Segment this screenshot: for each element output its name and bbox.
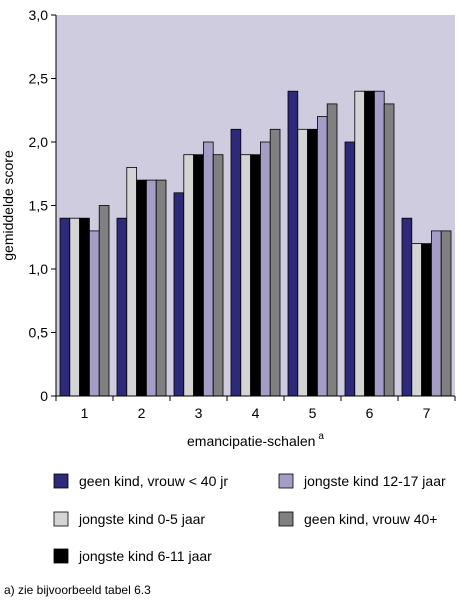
y-tick-label: 1,0: [29, 261, 49, 277]
bar-1-series-4: [89, 231, 99, 396]
bar-2-series-4: [146, 180, 156, 396]
bar-4-series-4: [260, 142, 270, 396]
y-tick-label: 0,5: [29, 325, 49, 341]
y-tick-label: 0: [40, 388, 48, 404]
bar-3-series-5: [213, 155, 223, 396]
x-axis-label-text: emancipatie-schalen: [187, 433, 315, 449]
bar-5-series-5: [327, 104, 337, 396]
bar-6-series-3: [365, 91, 375, 396]
bar-1-series-5: [99, 206, 109, 397]
legend-label: geen kind, vrouw < 40 jr: [79, 473, 228, 489]
x-axis-label-superscript: a: [318, 431, 324, 442]
legend-label: geen kind, vrouw 40+: [304, 511, 437, 527]
bar-4-series-5: [270, 129, 280, 396]
footnote: a) zie bijvoorbeeld tabel 6.3: [4, 583, 151, 597]
bar-6-series-4: [374, 91, 384, 396]
x-tick-label: 7: [423, 405, 431, 421]
bar-1-series-3: [80, 218, 90, 396]
x-tick-label: 2: [138, 405, 146, 421]
legend-swatch: [54, 512, 68, 526]
bar-2-series-1: [117, 218, 127, 396]
legend-swatch: [54, 474, 68, 488]
x-tick-label: 3: [195, 405, 203, 421]
bar-1-series-1: [60, 218, 70, 396]
bar-3-series-1: [174, 193, 184, 396]
bar-7-series-5: [441, 231, 451, 396]
bar-3-series-2: [184, 155, 194, 396]
legend-label: jongste kind 12-17 jaar: [303, 473, 446, 489]
bar-1-series-2: [70, 218, 80, 396]
x-tick-label: 6: [366, 405, 374, 421]
y-axis-label: gemiddelde score: [0, 150, 16, 261]
bar-5-series-3: [308, 129, 318, 396]
x-tick-label: 5: [309, 405, 317, 421]
legend-swatch: [279, 474, 293, 488]
y-tick-label: 1,5: [29, 198, 49, 214]
bar-3-series-4: [203, 142, 213, 396]
bar-7-series-2: [412, 244, 422, 396]
bar-6-series-1: [345, 142, 355, 396]
bar-2-series-2: [127, 167, 137, 396]
bar-6-series-2: [355, 91, 365, 396]
bar-4-series-3: [251, 155, 261, 396]
bar-4-series-2: [241, 155, 251, 396]
y-tick-label: 2,5: [29, 71, 49, 87]
x-tick-label: 4: [252, 405, 260, 421]
bar-7-series-4: [431, 231, 441, 396]
legend-swatch: [279, 512, 293, 526]
legend-label: jongste kind 6-11 jaar: [78, 548, 212, 564]
bar-7-series-1: [402, 218, 412, 396]
bar-2-series-3: [137, 180, 147, 396]
legend-swatch: [54, 549, 68, 563]
legend-label: jongste kind 0-5 jaar: [78, 511, 205, 527]
y-tick-label: 2,0: [29, 134, 49, 150]
bar-4-series-1: [231, 129, 241, 396]
legend: geen kind, vrouw < 40 jr jongste kind 12-…: [54, 473, 446, 564]
y-tick-label: 3,0: [29, 7, 49, 23]
bar-3-series-3: [194, 155, 204, 396]
bar-5-series-4: [317, 117, 327, 396]
bar-2-series-5: [156, 180, 166, 396]
y-ticks: 0 0,5 1,0 1,5 2,0 2,5 3,0: [29, 7, 56, 404]
x-axis-label: emancipatie-schalen a: [187, 431, 324, 449]
bar-5-series-2: [298, 129, 308, 396]
x-tick-label: 1: [81, 405, 89, 421]
bar-6-series-5: [384, 104, 394, 396]
x-ticks: 1 2 3 4 5 6 7: [56, 396, 455, 421]
bar-5-series-1: [288, 91, 298, 396]
bar-7-series-3: [422, 244, 432, 396]
